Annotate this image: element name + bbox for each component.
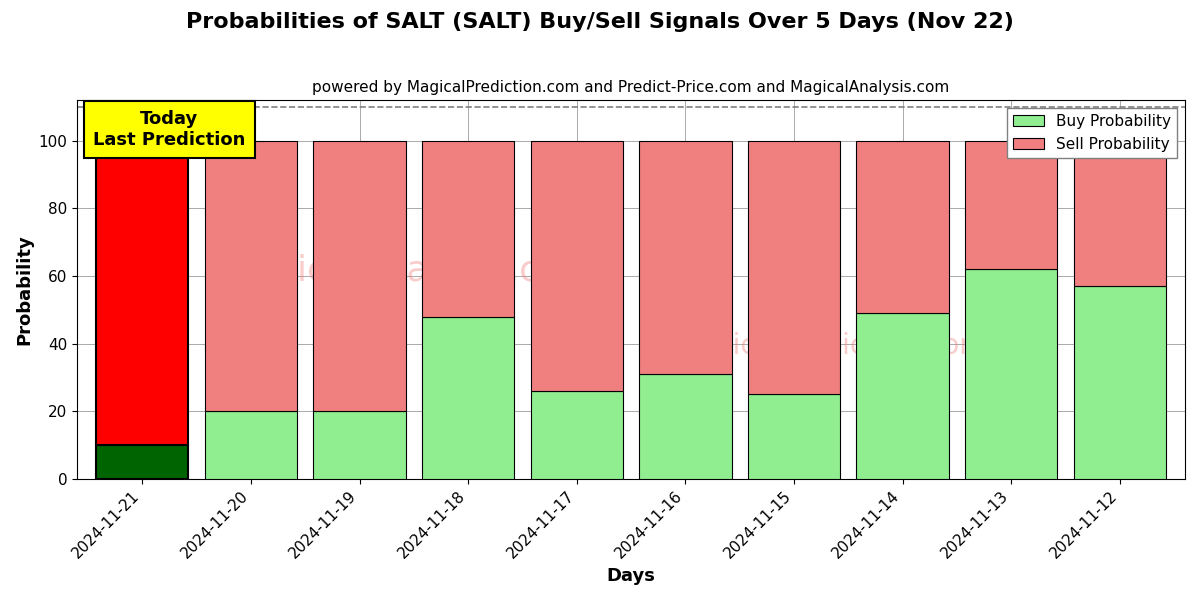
Bar [530,391,623,479]
Text: MagicalAnalysis.com: MagicalAnalysis.com [222,254,598,287]
Bar [422,141,515,317]
Bar [205,411,298,479]
Bar [748,394,840,479]
Bar [96,141,188,445]
Legend: Buy Probability, Sell Probability: Buy Probability, Sell Probability [1007,108,1177,158]
Bar [965,141,1057,269]
Text: Probabilities of SALT (SALT) Buy/Sell Signals Over 5 Days (Nov 22): Probabilities of SALT (SALT) Buy/Sell Si… [186,12,1014,32]
Bar [205,141,298,411]
Bar [1074,141,1166,286]
X-axis label: Days: Days [607,567,655,585]
Bar [313,141,406,411]
Bar [313,411,406,479]
Bar [857,313,949,479]
Title: powered by MagicalPrediction.com and Predict-Price.com and MagicalAnalysis.com: powered by MagicalPrediction.com and Pre… [312,80,949,95]
Bar [965,269,1057,479]
Bar [1074,286,1166,479]
Text: MagicalPrediction.com: MagicalPrediction.com [674,332,986,361]
Bar [640,141,732,374]
Bar [640,374,732,479]
Bar [422,317,515,479]
Bar [748,141,840,394]
Text: Today
Last Prediction: Today Last Prediction [94,110,246,149]
Bar [96,445,188,479]
Y-axis label: Probability: Probability [14,234,32,345]
Bar [857,141,949,313]
Bar [530,141,623,391]
